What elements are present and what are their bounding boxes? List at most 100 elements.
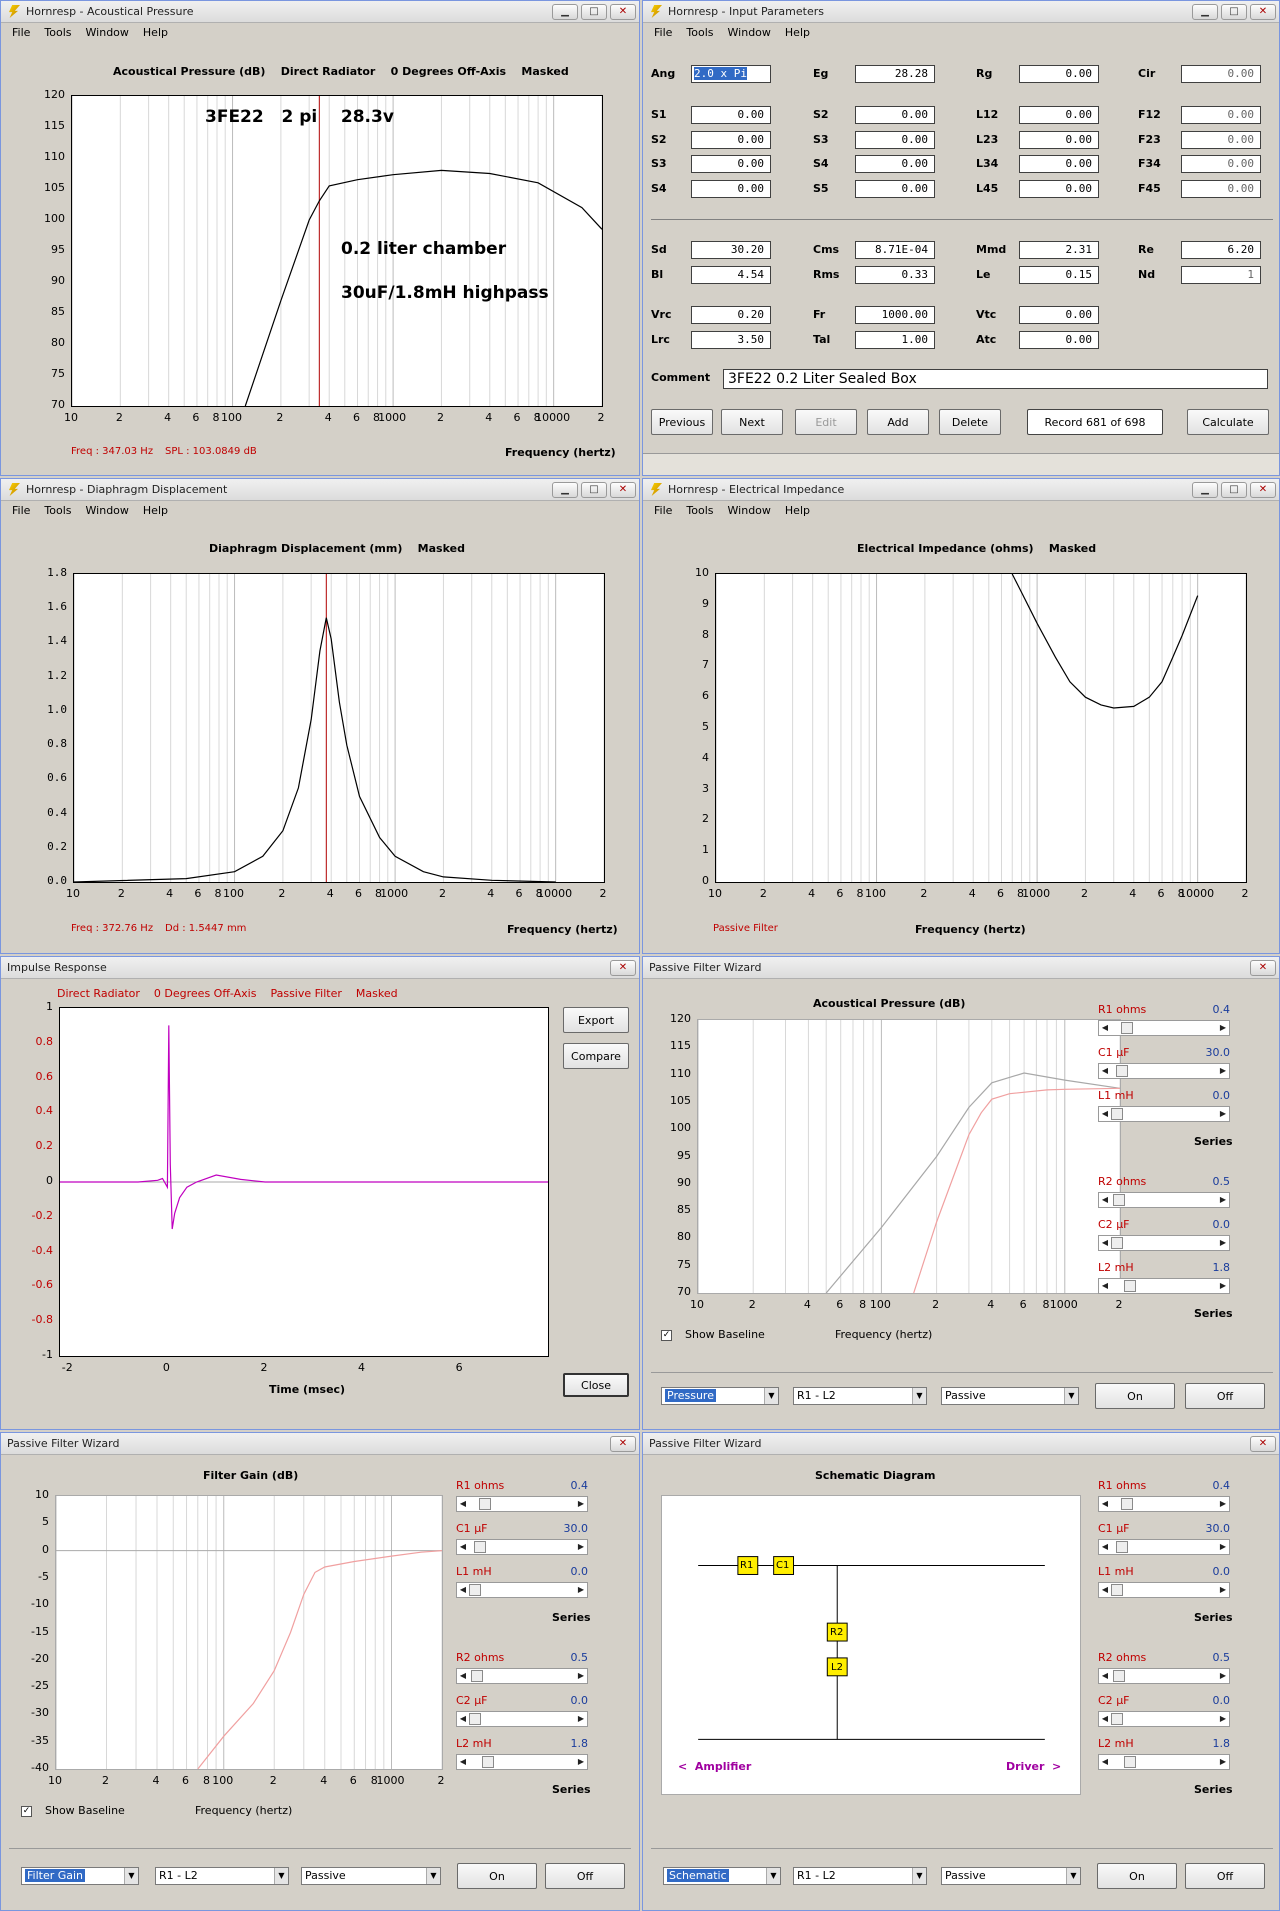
slider-c1[interactable]: ◀ ▶ (1098, 1539, 1230, 1555)
part-c1[interactable]: C1 (776, 1560, 790, 1571)
pfw-pressure-titlebar[interactable]: Passive Filter Wizard ✕ (643, 957, 1279, 979)
arrow-right-icon[interactable]: ▶ (1219, 1066, 1227, 1075)
close-icon[interactable]: ✕ (1250, 3, 1276, 20)
slider-thumb[interactable] (1124, 1280, 1137, 1292)
slider-c1[interactable]: ◀ ▶ (456, 1539, 588, 1555)
slider-c1[interactable]: ◀ ▶ (1098, 1063, 1230, 1079)
pfw-schematic-titlebar[interactable]: Passive Filter Wizard ✕ (643, 1433, 1279, 1455)
menu-tools[interactable]: Tools (44, 25, 72, 39)
arrow-left-icon[interactable]: ◀ (1101, 1542, 1109, 1551)
param-field-s5[interactable]: 0.00 (855, 179, 935, 198)
slider-r1[interactable]: ◀ ▶ (1098, 1020, 1230, 1036)
maximize-icon[interactable]: □ (581, 481, 607, 498)
show-baseline-checkbox[interactable]: ✓ (21, 1806, 32, 1817)
arrow-left-icon[interactable]: ◀ (1101, 1023, 1109, 1032)
param-field-atc[interactable]: 0.00 (1019, 330, 1099, 349)
minimize-icon[interactable]: ▁ (552, 481, 578, 498)
slider-thumb[interactable] (1124, 1756, 1137, 1768)
param-field-f45[interactable]: 0.00 (1181, 179, 1261, 198)
menu-window[interactable]: Window (85, 503, 129, 517)
previous-button[interactable]: Previous (651, 409, 713, 435)
off-button[interactable]: Off (1185, 1863, 1265, 1889)
param-field-s3[interactable]: 0.00 (855, 130, 935, 149)
arrow-right-icon[interactable]: ▶ (1219, 1023, 1227, 1032)
minimize-icon[interactable]: ▁ (552, 3, 578, 20)
slider-l2[interactable]: ◀ ▶ (456, 1754, 588, 1770)
slider-l2[interactable]: ◀ ▶ (1098, 1278, 1230, 1294)
impulse-plot[interactable] (59, 1007, 549, 1357)
param-field-f34[interactable]: 0.00 (1181, 155, 1261, 173)
arrow-right-icon[interactable]: ▶ (577, 1585, 585, 1594)
part-l2[interactable]: L2 (831, 1662, 843, 1673)
arrow-right-icon[interactable]: ▶ (1219, 1714, 1227, 1723)
on-button[interactable]: On (457, 1863, 537, 1889)
impulse-titlebar[interactable]: Impulse Response ✕ (1, 957, 639, 979)
slider-l2[interactable]: ◀ ▶ (1098, 1754, 1230, 1770)
param-field-s2[interactable]: 0.00 (691, 130, 771, 149)
arrow-left-icon[interactable]: ◀ (1101, 1281, 1109, 1290)
slider-r2[interactable]: ◀ ▶ (1098, 1192, 1230, 1208)
menu-file[interactable]: File (12, 503, 31, 517)
close-icon[interactable]: ✕ (610, 3, 636, 20)
param-field-cir[interactable]: 0.00 (1181, 65, 1261, 83)
param-field-s4[interactable]: 0.00 (855, 155, 935, 173)
param-field-re[interactable]: 6.20 (1181, 241, 1261, 259)
param-field-s4[interactable]: 0.00 (691, 179, 771, 198)
param-field-rms[interactable]: 0.33 (855, 265, 935, 284)
arrow-right-icon[interactable]: ▶ (1219, 1671, 1227, 1680)
param-field-ang[interactable]: 2.0 x Pi (691, 65, 771, 83)
filter-type-combo[interactable]: Passive ▼ (941, 1387, 1079, 1405)
arrow-left-icon[interactable]: ◀ (459, 1757, 467, 1766)
slider-thumb[interactable] (1115, 1541, 1128, 1553)
arrow-left-icon[interactable]: ◀ (1101, 1109, 1109, 1118)
next-button[interactable]: Next (721, 409, 783, 435)
arrow-right-icon[interactable]: ▶ (1219, 1499, 1227, 1508)
param-field-bl[interactable]: 4.54 (691, 265, 771, 284)
arrow-right-icon[interactable]: ▶ (1219, 1585, 1227, 1594)
arrow-left-icon[interactable]: ◀ (459, 1585, 467, 1594)
minimize-icon[interactable]: ▁ (1192, 3, 1218, 20)
export-button[interactable]: Export (563, 1007, 629, 1033)
arrow-right-icon[interactable]: ▶ (1219, 1238, 1227, 1247)
slider-r1[interactable]: ◀ ▶ (1098, 1496, 1230, 1512)
arrow-right-icon[interactable]: ▶ (577, 1671, 585, 1680)
network-combo[interactable]: R1 - L2 ▼ (155, 1867, 289, 1885)
view-combo[interactable]: Schematic ▼ (663, 1867, 781, 1885)
arrow-left-icon[interactable]: ◀ (1101, 1714, 1109, 1723)
param-field-l12[interactable]: 0.00 (1019, 106, 1099, 124)
maximize-icon[interactable]: □ (1221, 481, 1247, 498)
slider-thumb[interactable] (469, 1584, 481, 1596)
acoustic-titlebar[interactable]: Hornresp - Acoustical Pressure ▁ □ ✕ (1, 1, 639, 23)
menu-tools[interactable]: Tools (44, 503, 72, 517)
param-field-le[interactable]: 0.15 (1019, 265, 1099, 284)
slider-thumb[interactable] (469, 1713, 481, 1725)
slider-thumb[interactable] (1115, 1065, 1128, 1077)
param-field-eg[interactable]: 28.28 (855, 65, 935, 83)
param-field-mmd[interactable]: 2.31 (1019, 241, 1099, 259)
filter-type-combo[interactable]: Passive ▼ (301, 1867, 441, 1885)
menu-tools[interactable]: Tools (686, 25, 714, 39)
param-field-vrc[interactable]: 0.20 (691, 306, 771, 324)
slider-c2[interactable]: ◀ ▶ (456, 1711, 588, 1727)
comment-field[interactable]: 3FE22 0.2 Liter Sealed Box (723, 369, 1268, 389)
pfw-pressure-plot[interactable] (697, 1019, 1121, 1294)
menu-file[interactable]: File (654, 25, 673, 39)
param-field-f23[interactable]: 0.00 (1181, 130, 1261, 149)
slider-l1[interactable]: ◀ ▶ (1098, 1582, 1230, 1598)
close-icon[interactable]: ✕ (1250, 959, 1276, 976)
slider-thumb[interactable] (473, 1541, 486, 1553)
close-button[interactable]: Close (563, 1373, 629, 1397)
slider-thumb[interactable] (1120, 1498, 1133, 1510)
menu-window[interactable]: Window (85, 25, 129, 39)
slider-r2[interactable]: ◀ ▶ (1098, 1668, 1230, 1684)
param-field-l23[interactable]: 0.00 (1019, 130, 1099, 149)
close-icon[interactable]: ✕ (610, 959, 636, 976)
part-r2[interactable]: R2 (830, 1627, 844, 1638)
menu-help[interactable]: Help (142, 25, 168, 39)
slider-l1[interactable]: ◀ ▶ (456, 1582, 588, 1598)
impedance-plot[interactable] (715, 573, 1247, 883)
slider-thumb[interactable] (1112, 1194, 1125, 1206)
part-r1[interactable]: R1 (740, 1560, 754, 1571)
arrow-left-icon[interactable]: ◀ (1101, 1066, 1109, 1075)
arrow-right-icon[interactable]: ▶ (1219, 1542, 1227, 1551)
